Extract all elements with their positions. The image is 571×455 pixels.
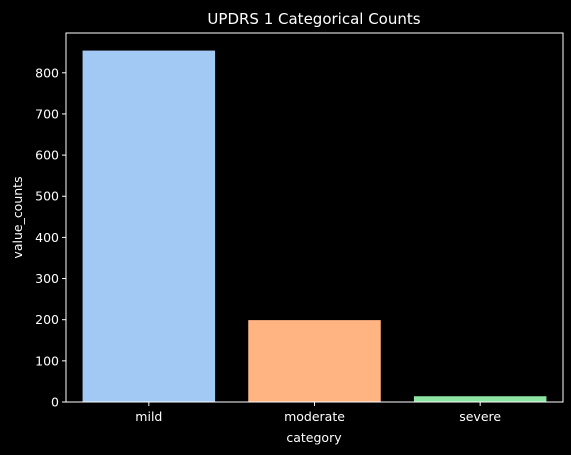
y-tick-label: 400 (35, 230, 59, 245)
bar-moderate (248, 320, 381, 402)
y-tick-label: 500 (35, 189, 59, 204)
y-tick-label: 800 (35, 65, 59, 80)
x-tick-label: severe (459, 409, 501, 424)
y-tick-label: 0 (51, 395, 59, 410)
bar-severe (413, 396, 547, 402)
x-tick-label: mild (135, 409, 162, 424)
plot-frame (65, 32, 564, 403)
bar-mild (82, 50, 216, 402)
y-tick-label: 700 (35, 106, 59, 121)
bars-group (82, 50, 547, 402)
x-tick-label: moderate (284, 409, 345, 424)
x-axis-label: category (286, 430, 342, 445)
y-tick-label: 600 (35, 148, 59, 163)
y-axis-ticks: 0 100 200 300 400 500 600 700 800 (35, 65, 66, 410)
y-tick-label: 300 (35, 271, 59, 286)
y-tick-label: 200 (35, 312, 59, 327)
y-tick-label: 100 (35, 353, 59, 368)
y-axis-label: value_counts (10, 176, 25, 258)
x-axis-ticks: mild moderate severe (135, 402, 501, 424)
chart-title: UPDRS 1 Categorical Counts (207, 10, 420, 28)
